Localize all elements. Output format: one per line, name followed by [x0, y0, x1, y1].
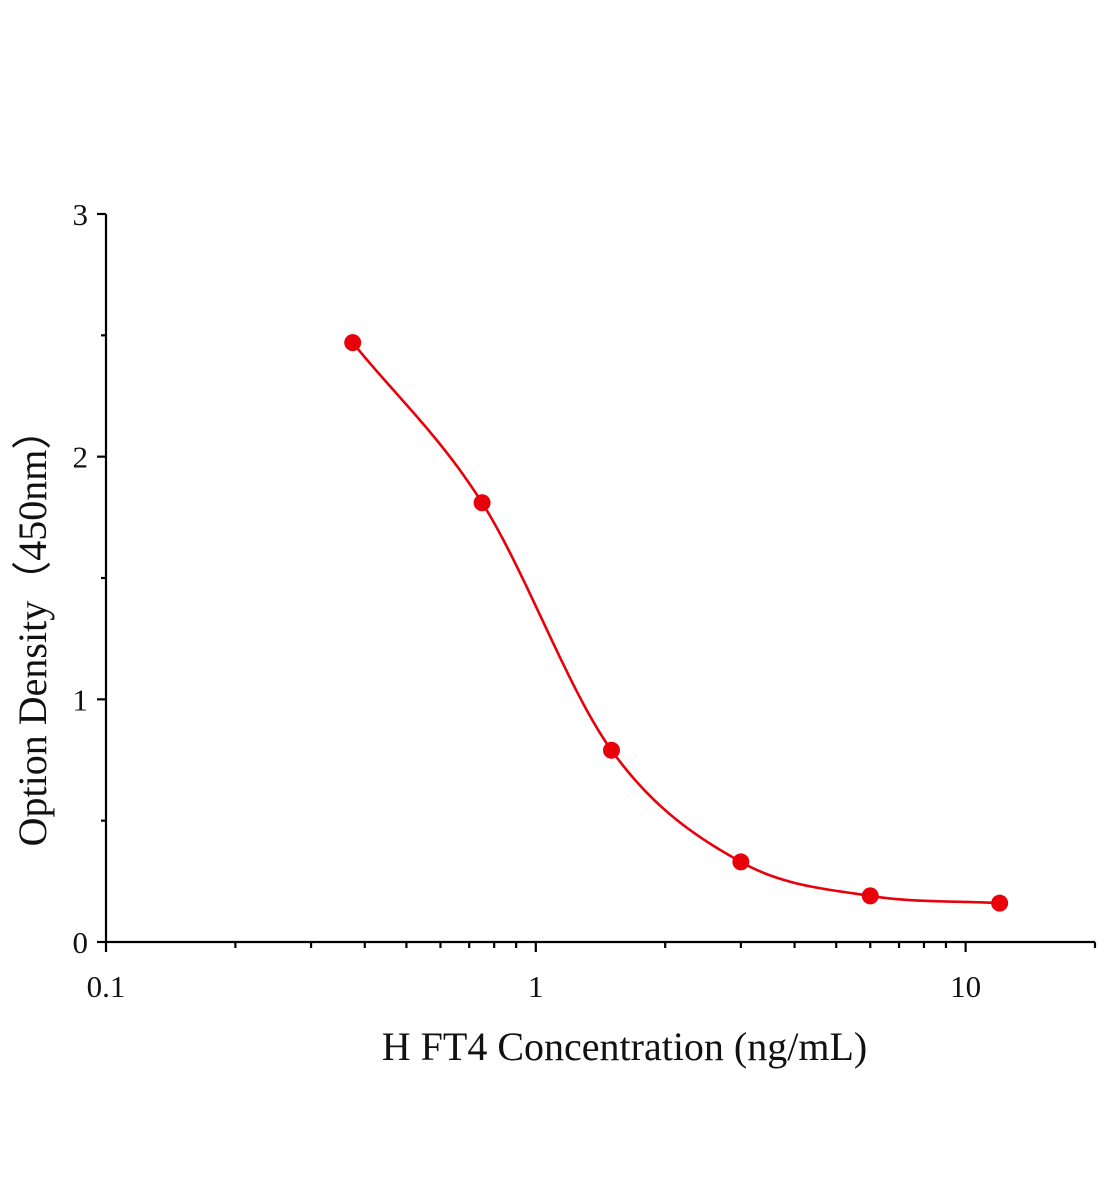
- ticks: [97, 212, 1097, 952]
- fit-curve-line: [351, 341, 1000, 905]
- data-point: [861, 887, 879, 905]
- fit-curve-layer: [351, 341, 1000, 905]
- data-point: [344, 334, 362, 352]
- data-point: [991, 894, 1009, 912]
- data-point: [732, 853, 750, 871]
- tick-labels: 0 1 2 3 0.1 1 10: [73, 197, 982, 1004]
- data-point: [473, 494, 491, 512]
- x-tick-label: 0.1: [87, 969, 126, 1004]
- x-axis-title: H FT4 Concentration (ng/mL): [382, 1024, 867, 1069]
- y-tick-label: 0: [73, 925, 89, 960]
- y-tick-label: 1: [73, 682, 89, 717]
- x-tick-label: 1: [528, 969, 544, 1004]
- y-tick-label: 2: [73, 440, 89, 475]
- axes: [104, 214, 1095, 944]
- data-point: [602, 741, 620, 759]
- data-points-layer: [344, 334, 1009, 912]
- y-axis-title: Option Density（450nm）: [10, 410, 55, 847]
- x-tick-label: 10: [950, 969, 981, 1004]
- y-tick-label: 3: [73, 197, 89, 232]
